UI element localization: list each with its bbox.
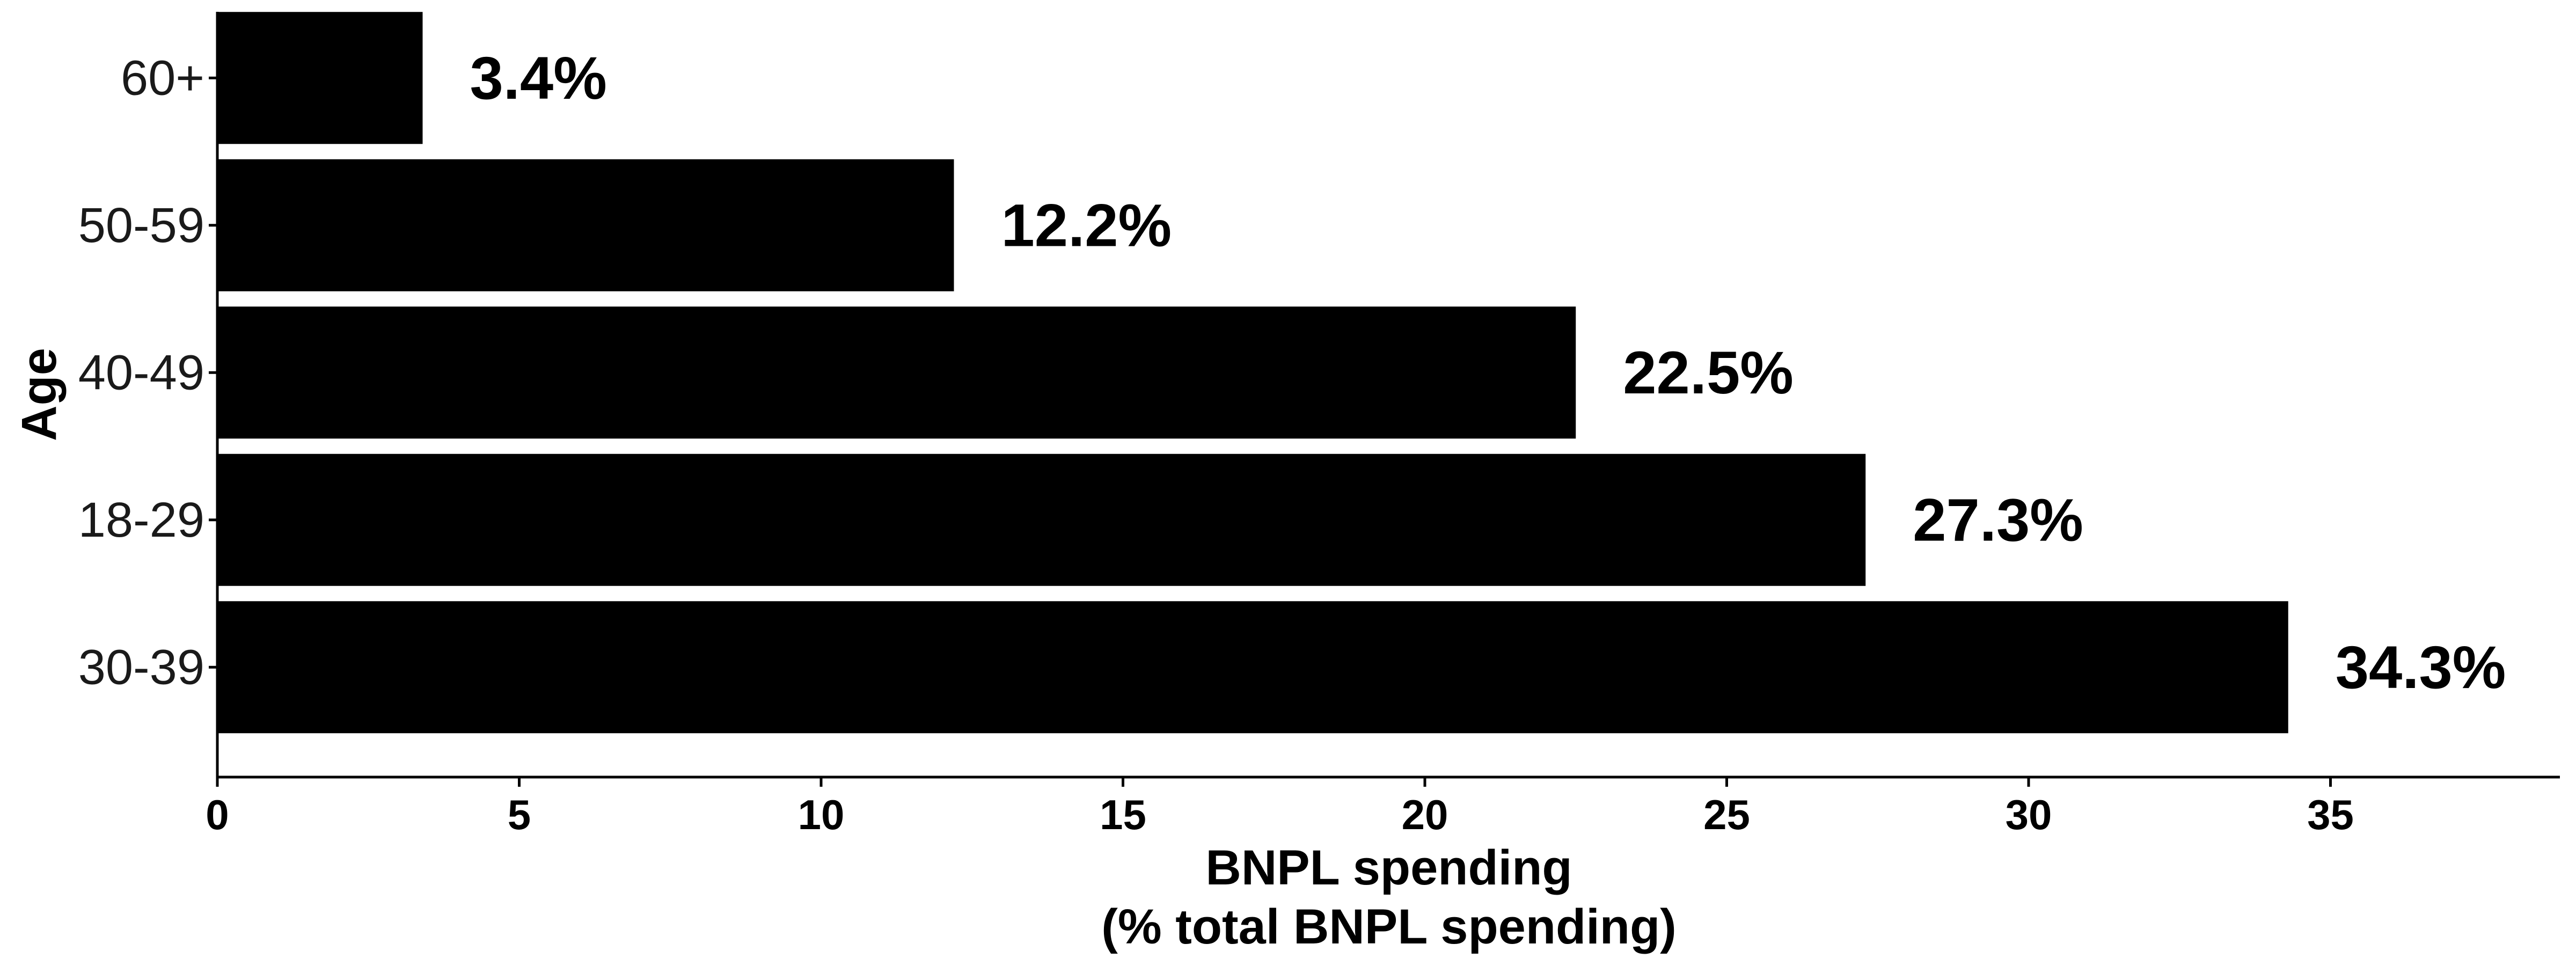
data-label-50-59: 12.2%	[1001, 192, 1172, 259]
x-axis-ticks: 0 5 10 15 20 25 30 35	[206, 777, 2354, 838]
x-tick-label-10: 10	[798, 791, 845, 838]
x-tick-label-5: 5	[508, 791, 531, 838]
bars	[217, 12, 2288, 734]
x-tick-label-30: 30	[2006, 791, 2052, 838]
bar-40-49	[217, 306, 1576, 439]
data-labels: 3.4% 12.2% 22.5% 27.3% 34.3%	[470, 45, 2506, 701]
y-tick-label-18-29: 18-29	[78, 493, 204, 547]
bar-50-59	[217, 159, 954, 291]
x-axis-title-line-1: BNPL spending	[1205, 840, 1572, 895]
data-label-30-39: 34.3%	[2336, 634, 2506, 701]
x-tick-label-0: 0	[206, 791, 229, 838]
bar-18-29	[217, 453, 1866, 586]
y-axis-title: Age	[12, 348, 67, 441]
y-tick-label-60+: 60+	[121, 50, 204, 105]
bar-30-39	[217, 601, 2288, 734]
data-label-60+: 3.4%	[470, 45, 607, 112]
bar-60+	[217, 12, 423, 144]
y-axis-ticks: 60+ 50-59 40-49 18-29 30-39	[78, 50, 217, 694]
data-label-40-49: 22.5%	[1623, 339, 1794, 406]
y-tick-label-40-49: 40-49	[78, 345, 204, 400]
x-tick-label-35: 35	[2307, 791, 2354, 838]
x-tick-label-20: 20	[1402, 791, 1448, 838]
x-tick-label-15: 15	[1100, 791, 1146, 838]
data-label-18-29: 27.3%	[1913, 486, 2083, 553]
x-axis-title-line-2: (% total BNPL spending)	[1101, 899, 1677, 954]
y-tick-label-50-59: 50-59	[78, 198, 204, 253]
x-tick-label-25: 25	[1703, 791, 1750, 838]
y-tick-label-30-39: 30-39	[78, 640, 204, 694]
